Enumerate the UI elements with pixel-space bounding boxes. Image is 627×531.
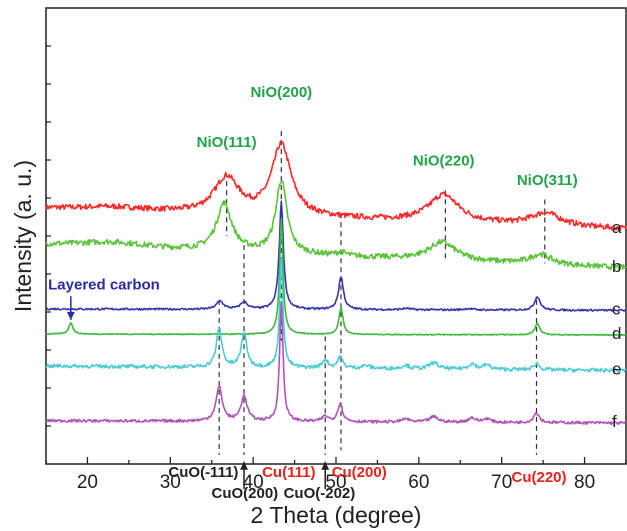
peak-annotation: CuO(-202)	[284, 485, 356, 502]
x-axis-title: 2 Theta (degree)	[251, 502, 422, 528]
x-tick-label: 40	[243, 472, 264, 493]
curve-label-d: d	[612, 324, 621, 343]
annotation-arrow	[321, 461, 330, 490]
curve-label-e: e	[612, 360, 621, 379]
peak-annotation: NiO(111)	[197, 134, 257, 151]
x-tick-label: 20	[77, 472, 98, 493]
x-tick-label: 80	[574, 472, 595, 493]
peak-annotation: Cu(200)	[332, 464, 387, 481]
curve-label-a: a	[612, 218, 622, 237]
y-axis-title: Intensity (a. u.)	[10, 160, 36, 312]
curve-label-f: f	[612, 412, 617, 431]
peak-annotations: NiO(200) NiO(111) NiO(220) NiO(311) Layered …	[48, 84, 578, 502]
curve-label-b: b	[612, 257, 621, 276]
series-line-c	[45, 200, 627, 312]
peak-annotation: Cu(111)	[262, 464, 315, 481]
annotation-arrow	[66, 296, 75, 320]
peak-annotation: Cu(220)	[511, 469, 566, 486]
peak-annotation: CuO(-111)	[168, 464, 238, 481]
series-line-e	[45, 257, 627, 373]
x-tick-label: 70	[491, 472, 512, 493]
x-tick-label: 50	[325, 472, 346, 493]
series-line-f	[45, 300, 627, 425]
x-tick-label: 30	[160, 472, 181, 493]
plot-frame	[45, 7, 627, 465]
curve-labels: a b cde f	[612, 218, 622, 431]
series-line-b	[45, 180, 627, 271]
x-tick-label: 60	[408, 472, 429, 493]
peak-annotation: NiO(311)	[517, 172, 578, 189]
peak-annotation: NiO(200)	[250, 84, 312, 101]
peak-annotation: NiO(220)	[413, 152, 475, 169]
curve-label-c: c	[612, 299, 621, 318]
annotation-arrow	[240, 461, 249, 490]
series-line-a	[45, 140, 627, 232]
peak-annotation: CuO(200)	[212, 485, 279, 502]
series-line-d	[45, 219, 627, 337]
diffraction-curves	[45, 140, 627, 425]
x-axis-ticks: 20 30 40 50 60 70 80	[45, 45, 627, 493]
peak-annotation: Layered carbon	[48, 276, 160, 293]
